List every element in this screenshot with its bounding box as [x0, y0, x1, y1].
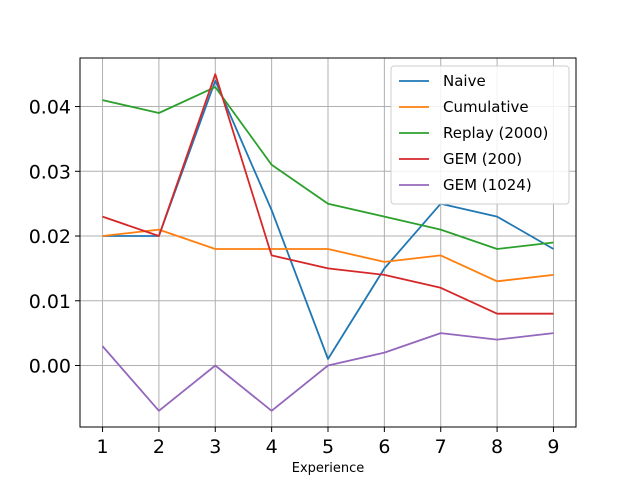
- x-tick-label: 1: [96, 436, 108, 458]
- tick-layer: 1 2 3 4 5 6 7 8 9 0.00 0.01 0.02 0.03 0.04: [29, 97, 560, 458]
- x-tick-label: 5: [322, 436, 334, 458]
- legend-label: Replay (2000): [443, 124, 548, 142]
- series-line-5: [101, 332, 554, 412]
- legend-box: [390, 65, 570, 205]
- legend: Naive Cumulative Replay (2000) GEM (200) GEM…: [390, 65, 570, 205]
- x-tick-label: 7: [435, 436, 447, 458]
- x-tick-label: 3: [209, 436, 221, 458]
- legend-label: Cumulative: [443, 98, 529, 116]
- legend-label: GEM (1024): [443, 176, 532, 194]
- y-tick-label: 0.02: [29, 226, 71, 248]
- x-tick-label: 8: [491, 436, 503, 458]
- series-line-3: [102, 86, 554, 250]
- series-line-2: [102, 228, 554, 283]
- x-axis-label: Experience: [292, 461, 365, 476]
- series-line-4: [102, 73, 554, 315]
- x-tick-label: 4: [266, 436, 278, 458]
- x-tick-label: 9: [547, 436, 559, 458]
- y-tick-label: 0.01: [29, 291, 71, 313]
- x-tick-label: 6: [378, 436, 390, 458]
- legend-label: Naive: [443, 72, 486, 90]
- y-tick-label: 0.04: [29, 97, 71, 119]
- y-tick-label: 0.03: [29, 161, 71, 183]
- x-tick-label: 2: [153, 436, 165, 458]
- legend-label: GEM (200): [443, 150, 522, 168]
- y-tick-label: 0.00: [29, 356, 71, 378]
- series-layer: [101, 73, 554, 412]
